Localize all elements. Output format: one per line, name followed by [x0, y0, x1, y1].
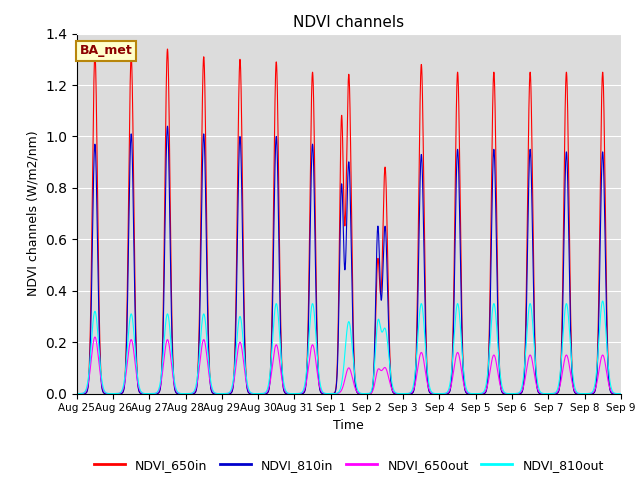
NDVI_810out [617, 391, 625, 396]
NDVI_810out [615, 391, 623, 396]
Line: NDVI_650out: NDVI_650out [77, 337, 621, 394]
NDVI_650in [164, 46, 172, 52]
NDVI_650in [615, 391, 623, 396]
NDVI_810out [599, 298, 607, 304]
NDVI_650out [617, 391, 625, 396]
NDVI_810out [184, 391, 191, 396]
Line: NDVI_650in: NDVI_650in [77, 49, 621, 394]
NDVI_650in [184, 391, 191, 396]
X-axis label: Time: Time [333, 419, 364, 432]
NDVI_650out [276, 366, 284, 372]
NDVI_810in [501, 391, 509, 396]
NDVI_810out [276, 344, 284, 350]
NDVI_810in [189, 391, 197, 396]
NDVI_810in [615, 391, 623, 396]
NDVI_810out [189, 390, 197, 396]
NDVI_650out [91, 334, 99, 340]
NDVI_810out [501, 390, 509, 396]
NDVI_810in [424, 382, 431, 387]
NDVI_810in [164, 123, 172, 129]
NDVI_650in [189, 391, 197, 396]
NDVI_810in [73, 391, 81, 396]
Title: NDVI channels: NDVI channels [293, 15, 404, 30]
NDVI_650out [501, 390, 509, 396]
NDVI_810in [184, 391, 191, 396]
NDVI_650in [501, 391, 509, 396]
Line: NDVI_810out: NDVI_810out [77, 301, 621, 394]
NDVI_650in [73, 391, 81, 396]
Line: NDVI_810in: NDVI_810in [77, 126, 621, 394]
NDVI_810out [73, 391, 81, 396]
NDVI_650out [184, 391, 191, 396]
NDVI_650out [189, 390, 197, 396]
NDVI_650in [617, 391, 625, 396]
Legend: NDVI_650in, NDVI_810in, NDVI_650out, NDVI_810out: NDVI_650in, NDVI_810in, NDVI_650out, NDV… [89, 454, 609, 477]
NDVI_650out [73, 391, 81, 396]
Text: BA_met: BA_met [79, 44, 132, 58]
NDVI_650in [276, 308, 284, 314]
NDVI_810in [617, 391, 625, 396]
Y-axis label: NDVI channels (W/m2/nm): NDVI channels (W/m2/nm) [26, 131, 40, 297]
NDVI_650in [424, 378, 431, 384]
NDVI_810in [276, 327, 284, 333]
NDVI_650out [424, 383, 431, 388]
NDVI_650out [615, 391, 623, 396]
NDVI_810out [424, 372, 431, 378]
